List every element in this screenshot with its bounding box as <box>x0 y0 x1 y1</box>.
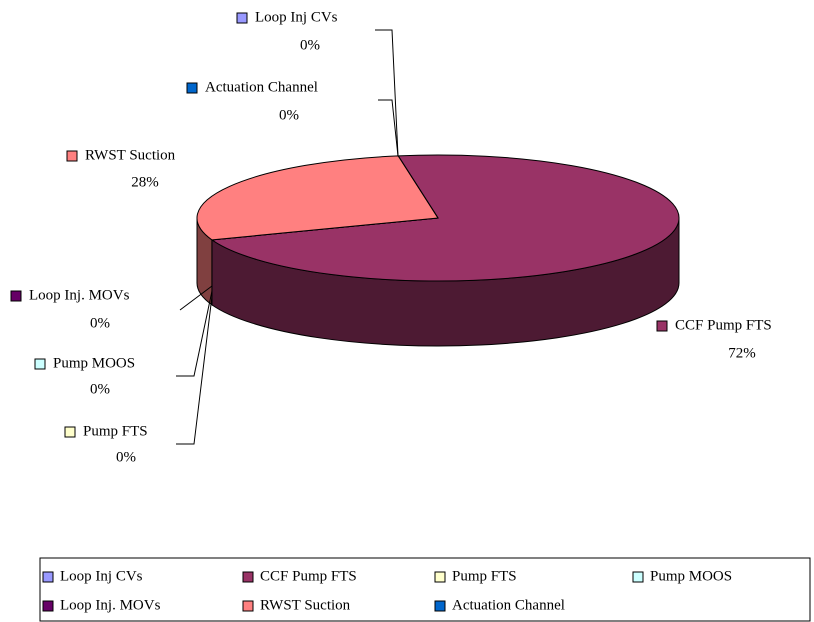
label-swatch <box>186 82 198 94</box>
leader-line <box>375 29 399 157</box>
data-label-name: Loop Inj CVs <box>255 9 338 25</box>
legend-swatch <box>434 600 446 612</box>
legend-label: Pump MOOS <box>650 568 732 584</box>
data-label-value: 0% <box>300 37 320 53</box>
legend-swatch <box>242 600 254 612</box>
legend-label: Loop Inj. MOVs <box>60 597 161 613</box>
data-label-value: 72% <box>728 345 756 361</box>
legend-swatch <box>42 600 54 612</box>
data-label-name: Pump FTS <box>83 423 148 439</box>
leader-line <box>378 99 399 157</box>
data-label-name: Loop Inj. MOVs <box>29 287 130 303</box>
slice <box>210 154 680 282</box>
label-swatch <box>64 426 76 438</box>
legend-swatch <box>42 571 54 583</box>
slice <box>397 155 439 219</box>
label-swatch <box>236 12 248 24</box>
leader-line <box>179 285 213 311</box>
data-label-value: 28% <box>131 174 159 190</box>
legend-box <box>39 557 811 622</box>
label-swatch <box>34 358 46 370</box>
leader-line <box>176 295 213 445</box>
data-label-name: CCF Pump FTS <box>675 317 772 333</box>
legend-label: Loop Inj CVs <box>60 568 143 584</box>
label-swatch <box>10 290 22 302</box>
legend-label: CCF Pump FTS <box>260 568 357 584</box>
label-swatch <box>656 320 668 332</box>
data-label-value: 0% <box>90 315 110 331</box>
legend-label: RWST Suction <box>260 597 351 613</box>
legend-swatch <box>242 571 254 583</box>
slice <box>196 155 439 241</box>
legend-label: Pump FTS <box>452 568 517 584</box>
data-label-value: 0% <box>116 449 136 465</box>
legend-swatch <box>434 571 446 583</box>
data-label-name: RWST Suction <box>85 147 176 163</box>
legend-swatch <box>632 571 644 583</box>
data-label-name: Pump MOOS <box>53 355 135 371</box>
leader-line <box>176 290 213 377</box>
label-swatch <box>66 150 78 162</box>
data-label-value: 0% <box>90 381 110 397</box>
data-label-value: 0% <box>279 107 299 123</box>
legend-label: Actuation Channel <box>452 597 565 613</box>
data-label-name: Actuation Channel <box>205 79 318 95</box>
